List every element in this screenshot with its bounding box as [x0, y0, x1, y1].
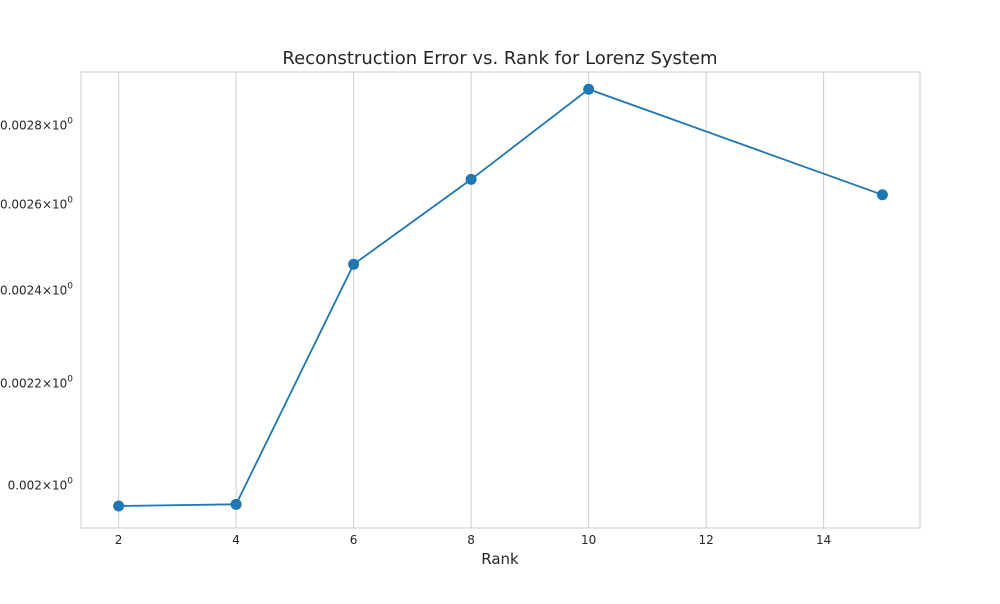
y-tick-label: 0.0028×100 [0, 116, 73, 132]
x-tick-label: 6 [350, 533, 358, 547]
y-tick-label: 0.0026×100 [0, 196, 73, 212]
chart-title: Reconstruction Error vs. Rank for Lorenz… [282, 48, 717, 69]
data-point [348, 258, 360, 270]
data-point [876, 189, 888, 201]
x-axis-ticks: 2 4 6 8 10 12 14 [115, 533, 832, 547]
x-tick-label: 8 [467, 533, 475, 547]
series-layer [113, 83, 888, 512]
series-line [118, 88, 883, 507]
x-tick-label: 12 [698, 533, 713, 547]
data-point [583, 83, 595, 95]
y-tick-label: 0.002×100 [8, 476, 74, 492]
data-point [230, 498, 242, 510]
y-tick-label: 0.0022×100 [0, 374, 73, 390]
data-point [465, 173, 477, 185]
y-axis-ticks: 0.002×100 0.0022×100 0.0024×100 0.0026×100 0… [0, 116, 73, 492]
x-tick-label: 4 [232, 533, 240, 547]
y-tick-label: 0.0024×100 [0, 281, 73, 297]
data-point [113, 500, 125, 512]
x-tick-label: 14 [816, 533, 831, 547]
plot-frame [80, 71, 921, 529]
x-tick-label: 10 [581, 533, 596, 547]
grid-layer [118, 72, 825, 528]
x-axis-label: Rank [481, 550, 519, 568]
x-tick-label: 2 [115, 533, 123, 547]
